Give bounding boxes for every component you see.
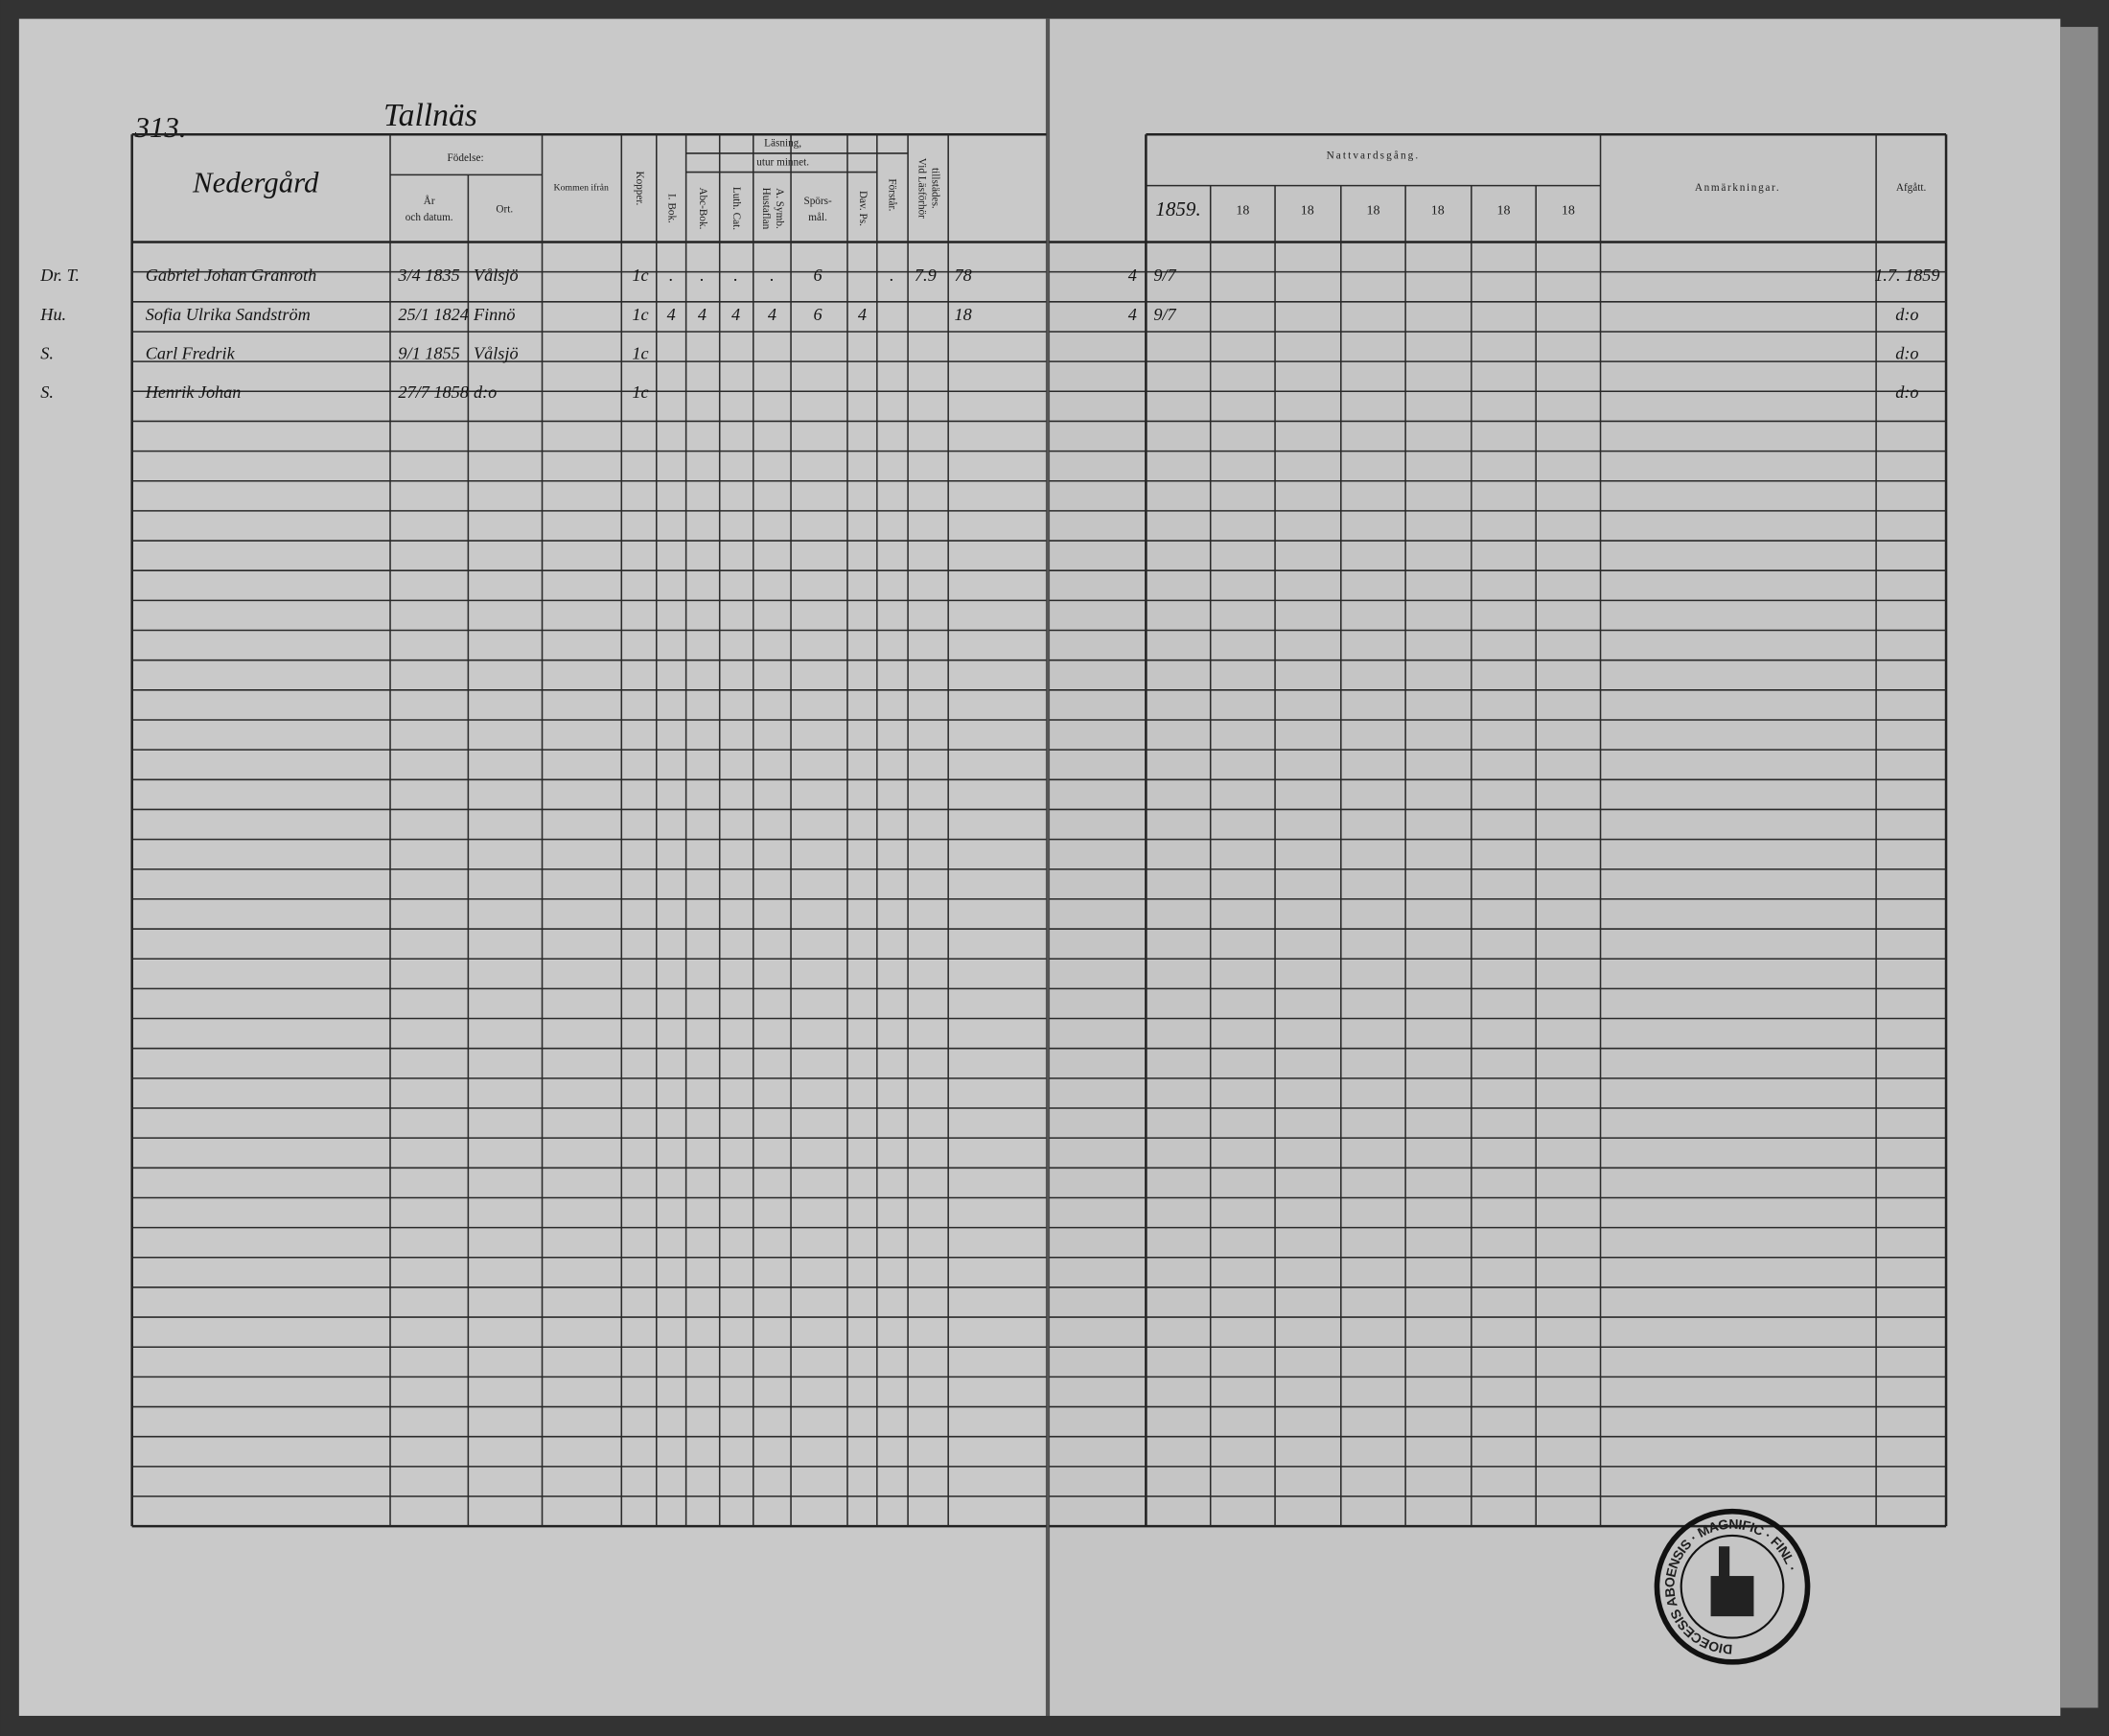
entry-i-bok: 4 (667, 305, 676, 324)
header: År (424, 196, 435, 207)
header: tillstädes. (930, 168, 941, 209)
entry-i-bok: . (669, 266, 674, 285)
header: Spörs- (803, 196, 832, 207)
entry-afgatt: 1.7. 1859 (1874, 266, 1939, 285)
entry-afgatt: d:o (1895, 344, 1918, 363)
entry-date: 3/4 1835 (397, 266, 459, 285)
entry-extra: 18 (955, 305, 972, 324)
year-header: 1859. (1155, 197, 1200, 220)
entry-tillstades: 7.9 (915, 266, 937, 285)
entry-dav: 4 (858, 305, 867, 324)
entry-hustaflan: 4 (768, 305, 776, 324)
header: Nattvardsgång. (1327, 150, 1421, 161)
entry-sporsmal: 6 (814, 305, 823, 324)
entry-luth: 4 (731, 305, 740, 324)
entry-afgatt: d:o (1895, 305, 1918, 324)
header: Förstår. (887, 178, 898, 211)
entry-luth: . (733, 266, 738, 285)
header: Anmärkningar. (1695, 182, 1781, 194)
stamp-ring (1680, 1534, 1785, 1639)
page-number: 313. (133, 111, 186, 144)
stamp-church (1710, 1576, 1754, 1617)
entry-margin: Hu. (39, 305, 66, 324)
header: Kommen ifrån (554, 183, 610, 194)
entry-mid: 4 (1128, 305, 1137, 324)
entry-sporsmal: 6 (814, 266, 823, 285)
header: och datum. (406, 212, 453, 223)
header: Dav. Ps. (857, 191, 869, 226)
entry-name: Henrik Johan (145, 382, 242, 402)
header: Hustaflan (760, 188, 772, 230)
entry-margin: S. (40, 382, 54, 402)
header: utur minnet. (756, 156, 809, 168)
entry-afgatt: d:o (1895, 382, 1918, 402)
header: mål. (808, 212, 827, 223)
entry-mid: 4 (1128, 266, 1137, 285)
entry-date: 27/7 1858 (398, 382, 468, 402)
header: Luth. Cat. (730, 187, 742, 230)
header: Läsning, (764, 138, 801, 150)
entry-extra: 78 (955, 266, 972, 285)
entry-name: Gabriel Johan Granroth (146, 266, 316, 285)
entry-date: 25/1 1824 (398, 305, 468, 324)
header: Abc-Bok. (697, 187, 708, 229)
entry-kopper: 1c (632, 305, 648, 324)
entry-place: Vålsjö (474, 266, 519, 285)
farm-name: Nedergård (192, 167, 319, 199)
entry-place: Finnö (473, 305, 516, 324)
entry-place: d:o (474, 382, 497, 402)
entry-margin: S. (40, 344, 54, 363)
stamp-tower (1718, 1546, 1730, 1579)
header: Ort. (496, 203, 513, 215)
entries: Dr. T. Gabriel Johan Granroth 3/4 1835 Våls… (39, 266, 1939, 402)
entry-kopper: 1c (632, 266, 648, 285)
entry-abc: . (700, 266, 705, 285)
entry-n1859: 9/7 (1153, 305, 1176, 324)
year-header: 18 (1236, 203, 1249, 218)
village-name: Tallnäs (383, 98, 477, 133)
year-header: 18 (1562, 203, 1575, 218)
entry-kopper: 1c (632, 344, 648, 363)
entry-n1859: 9/7 (1153, 266, 1176, 285)
entry-date: 9/1 1855 (398, 344, 459, 363)
entry-margin: Dr. T. (39, 266, 80, 285)
header: Vid Läsförhör (916, 158, 928, 219)
entry-kopper: 1c (632, 382, 648, 402)
entry-name: Sofia Ulrika Sandström (146, 305, 311, 324)
year-header: 18 (1301, 203, 1314, 218)
header: I. Bok. (666, 194, 678, 223)
header: Kopper. (634, 171, 645, 205)
entry-forstar: . (890, 266, 894, 285)
header: Afgått. (1896, 182, 1927, 194)
year-header: 18 (1366, 203, 1379, 218)
year-header: 18 (1431, 203, 1445, 218)
entry-abc: 4 (698, 305, 707, 324)
year-header: 18 (1497, 203, 1511, 218)
entry-name: Carl Fredrik (146, 344, 236, 363)
header: A. Symb. (774, 188, 785, 229)
stamp-ring (1654, 1508, 1811, 1665)
page-edges (2060, 27, 2098, 1708)
ruling (130, 133, 1948, 1528)
entry-place: Vålsjö (474, 344, 519, 363)
header: Födelse: (448, 152, 484, 164)
entry-hustaflan: . (770, 266, 775, 285)
